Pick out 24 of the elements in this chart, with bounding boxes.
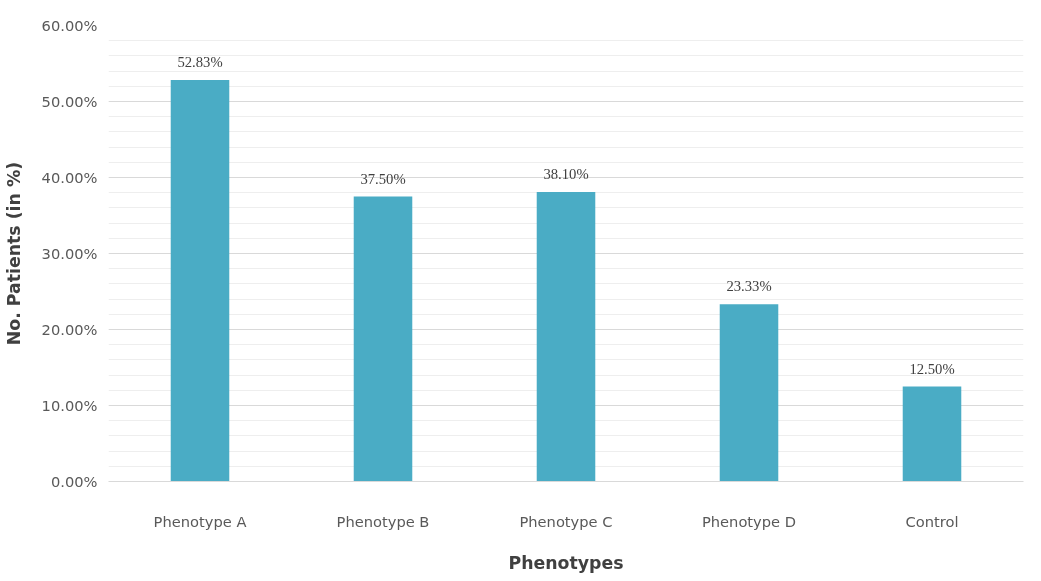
data-label: 37.50% xyxy=(360,170,406,187)
data-label: 52.83% xyxy=(177,53,223,70)
data-label: 23.33% xyxy=(726,278,772,295)
x-tick-label: Phenotype C xyxy=(519,512,613,530)
y-axis-title: No. Patients (in %) xyxy=(3,161,24,346)
data-label: 38.10% xyxy=(543,165,589,182)
data-label: 12.50% xyxy=(909,360,955,377)
y-tick-label: 0.00% xyxy=(50,473,98,490)
y-tick-label: 40.00% xyxy=(41,169,98,186)
y-tick-label: 50.00% xyxy=(41,93,98,110)
x-tick-label: Control xyxy=(905,512,959,530)
y-tick-label: 10.00% xyxy=(41,397,98,414)
bar xyxy=(719,304,779,482)
y-tick-label: 20.00% xyxy=(41,321,98,338)
bar xyxy=(353,196,413,482)
bar xyxy=(170,79,230,482)
y-tick-label: 60.00% xyxy=(41,17,98,34)
bar xyxy=(902,386,962,482)
bar xyxy=(536,191,596,482)
x-tick-label: Phenotype A xyxy=(153,512,247,530)
x-axis-title: Phenotypes xyxy=(508,552,624,573)
x-tick-label: Phenotype D xyxy=(701,512,797,530)
x-tick-label: Phenotype B xyxy=(336,512,430,530)
y-tick-label: 30.00% xyxy=(41,245,98,262)
